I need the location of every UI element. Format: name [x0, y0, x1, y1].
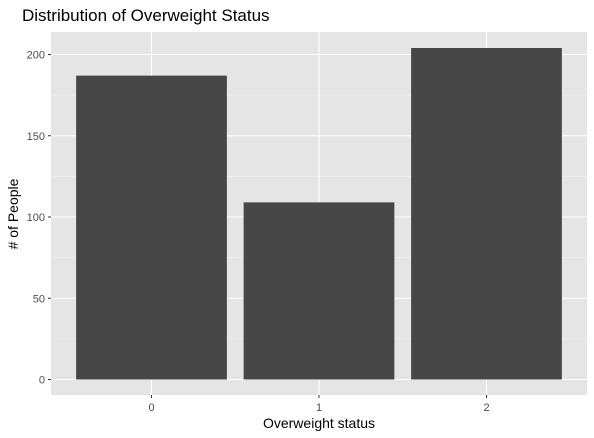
bar-2	[411, 48, 562, 380]
y-axis-title: # of People	[5, 178, 21, 249]
y-tick-label: 100	[27, 212, 45, 224]
x-tick-label: 0	[148, 402, 154, 414]
x-tick-label: 2	[483, 402, 489, 414]
y-tick-label: 50	[33, 293, 45, 305]
axes: 0 50 100 150 200 0 1 2	[27, 50, 490, 415]
y-tick-label: 0	[39, 375, 45, 387]
bar-1	[243, 202, 395, 380]
y-tick-label: 200	[27, 50, 45, 62]
bar-0	[76, 75, 227, 380]
x-axis-title: Overweight status	[263, 415, 375, 431]
chart-title: Distribution of Overweight Status	[22, 6, 270, 25]
x-tick-label: 1	[316, 402, 322, 414]
bar-series	[76, 48, 562, 380]
y-tick-label: 150	[27, 131, 45, 143]
